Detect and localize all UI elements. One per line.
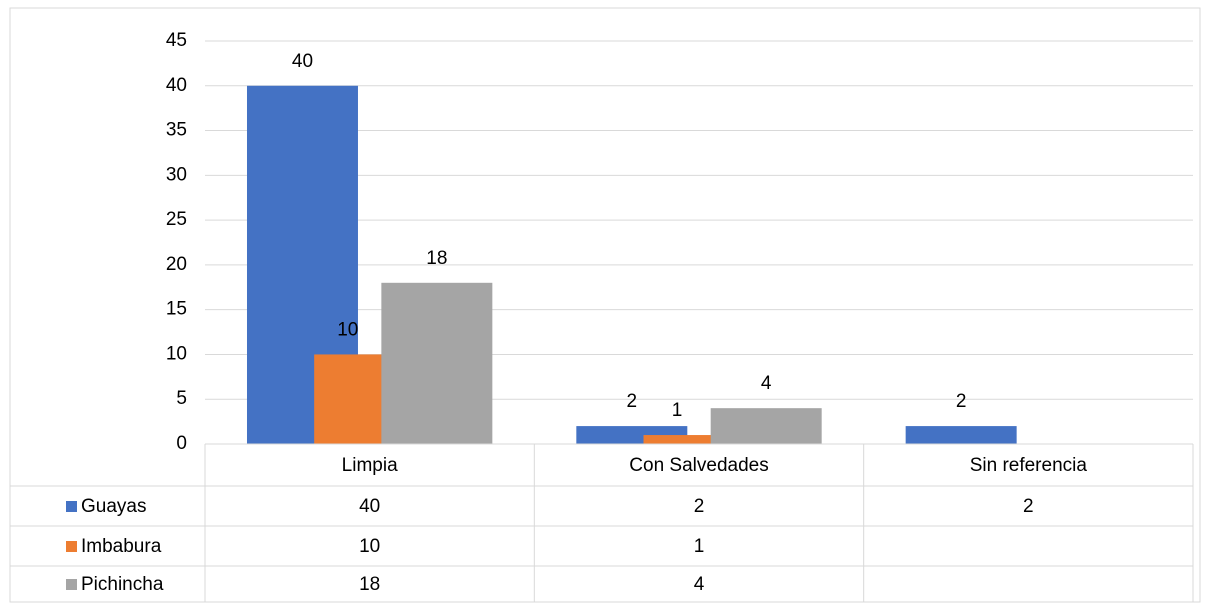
legend-swatch <box>66 501 77 512</box>
y-tick-label: 0 <box>176 433 187 454</box>
y-tick-label: 30 <box>166 164 187 185</box>
y-tick-label: 15 <box>166 299 187 320</box>
legend-label: Pichincha <box>81 574 164 595</box>
data-label: 40 <box>292 51 313 72</box>
y-tick-label: 45 <box>166 30 187 51</box>
data-label: 1 <box>672 400 683 421</box>
y-tick-label: 10 <box>166 343 187 364</box>
y-tick-label: 5 <box>176 388 187 409</box>
y-tick-label: 35 <box>166 120 187 141</box>
y-tick-label: 20 <box>166 254 187 275</box>
data-label: 4 <box>761 373 772 394</box>
legend-label: Guayas <box>81 496 146 517</box>
legend-swatch <box>66 579 77 590</box>
legend-label: Imbabura <box>81 536 162 557</box>
data-label: 18 <box>426 248 447 269</box>
table-value: 18 <box>359 574 380 595</box>
table-value: 1 <box>694 536 705 557</box>
x-tick-label: Limpia <box>342 455 398 476</box>
table-value: 2 <box>1023 496 1034 517</box>
y-tick-label: 40 <box>166 75 187 96</box>
bar <box>905 426 1017 444</box>
table-value: 4 <box>694 574 705 595</box>
y-tick-label: 25 <box>166 209 187 230</box>
table-value: 40 <box>359 496 380 517</box>
table-value: 2 <box>694 496 705 517</box>
legend-swatch <box>66 541 77 552</box>
x-tick-label: Con Salvedades <box>629 455 768 476</box>
x-tick-label: Sin referencia <box>970 455 1088 476</box>
data-label: 2 <box>956 391 967 412</box>
data-label: 10 <box>337 319 358 340</box>
bar <box>643 435 755 444</box>
bar <box>381 282 493 444</box>
bar <box>710 408 822 444</box>
table-value: 10 <box>359 536 380 557</box>
chart-frame <box>9 7 1201 603</box>
data-label: 2 <box>627 391 638 412</box>
